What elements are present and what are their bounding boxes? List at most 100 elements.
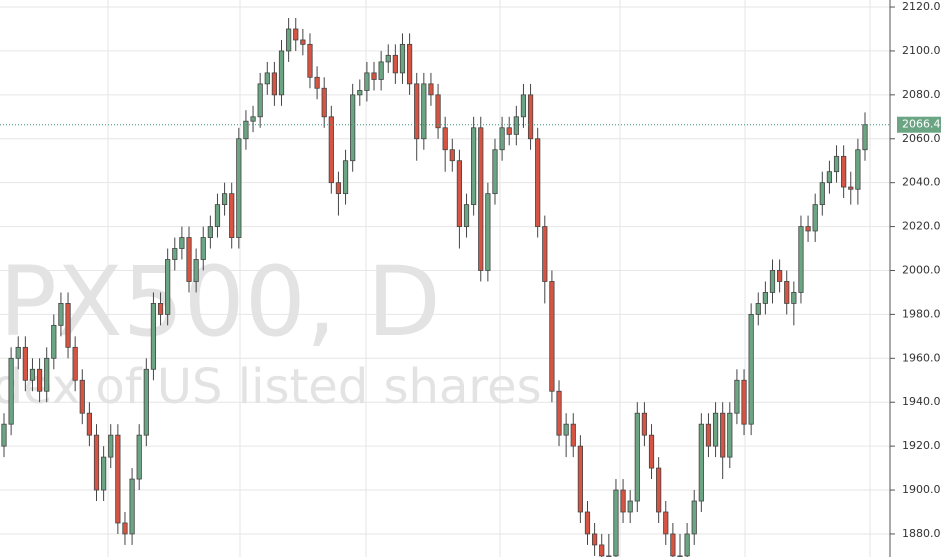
y-tick-label: 2020.0: [902, 220, 941, 233]
candle-body: [748, 313, 754, 425]
candle-body: [150, 303, 157, 370]
candle-body: [371, 72, 377, 80]
candle-body: [826, 171, 833, 184]
candle-body: [93, 434, 100, 491]
candle-body: [399, 43, 406, 74]
candle-body: [684, 533, 690, 557]
candle-body: [641, 412, 648, 436]
y-tick-label: 1960.0: [902, 351, 941, 364]
candle-body: [435, 94, 441, 129]
candle-body: [300, 39, 306, 45]
candle-body: [542, 226, 548, 282]
candle-body: [570, 423, 576, 447]
candle-body: [115, 434, 121, 524]
candle-body: [563, 423, 569, 436]
candle-body: [591, 533, 598, 546]
candle-body: [499, 127, 505, 151]
candle-body: [848, 186, 854, 190]
candle-body: [442, 127, 448, 151]
y-tick-label: 2000.0: [902, 263, 941, 276]
last-price-label: 2066.4: [902, 118, 941, 131]
candle-body: [648, 434, 655, 469]
candle-body: [165, 259, 171, 315]
candle-body: [264, 72, 270, 85]
candle-body: [65, 303, 71, 348]
candle-body: [293, 28, 299, 41]
candle-body: [44, 357, 50, 392]
candle-body: [385, 54, 391, 63]
y-tick-label: 1940.0: [902, 395, 941, 408]
candle-body: [698, 423, 704, 502]
candle-body: [101, 456, 107, 491]
candle-body: [769, 270, 776, 293]
candle-body: [599, 544, 605, 557]
candle-body: [762, 292, 768, 304]
candle-body: [727, 412, 733, 458]
candle-body: [207, 226, 213, 238]
candle-body: [691, 500, 697, 535]
candle-body: [129, 478, 135, 535]
price-axis: [890, 0, 941, 557]
candle-body: [577, 445, 583, 513]
y-tick-label: 1920.0: [902, 439, 941, 452]
candle-body: [777, 270, 783, 282]
candle-body: [328, 116, 334, 184]
candle-body: [478, 127, 484, 271]
candle-body: [392, 54, 398, 74]
candle-body: [72, 346, 78, 381]
candle-body: [463, 204, 470, 227]
candle-body: [271, 72, 278, 96]
candle-body: [342, 160, 349, 195]
candle-body: [79, 379, 85, 414]
candle-body: [314, 76, 320, 89]
candle-body: [791, 292, 797, 304]
y-tick-label: 2080.0: [902, 88, 941, 101]
candle-body: [179, 237, 185, 249]
watermark-description: Index of US listed shares: [0, 359, 542, 415]
watermark-symbol: SPX500, D: [0, 246, 441, 358]
candle-body: [172, 248, 178, 260]
candle-body: [193, 259, 199, 282]
candle-body: [29, 368, 36, 381]
candle-body: [841, 155, 847, 188]
candle-body: [250, 116, 256, 122]
candle-body: [1, 423, 7, 447]
candle-body: [200, 237, 206, 260]
candle-body: [186, 237, 192, 282]
candle-body: [535, 138, 541, 227]
candle-body: [584, 511, 591, 535]
candle-body: [357, 90, 363, 96]
candle-body: [378, 61, 384, 80]
candle-body: [364, 72, 370, 91]
candle-body: [734, 379, 740, 414]
candle-body: [784, 281, 790, 304]
candle-body: [257, 83, 263, 118]
candle-body: [86, 412, 92, 436]
candle-body: [506, 127, 512, 135]
candle-body: [663, 511, 669, 535]
candle-body: [520, 94, 527, 118]
candle-body: [286, 28, 292, 52]
candle-body: [812, 204, 818, 232]
candle-body: [236, 138, 242, 238]
y-tick-label: 1900.0: [902, 483, 941, 496]
candle-body: [51, 324, 57, 359]
candle-body: [307, 43, 313, 78]
candle-body: [862, 124, 868, 151]
candle-body: [805, 226, 811, 232]
candle-body: [485, 193, 491, 271]
candle-body: [214, 204, 221, 227]
candle-body: [471, 127, 477, 206]
y-tick-label: 2040.0: [902, 176, 941, 189]
candle-body: [549, 281, 555, 392]
candle-body: [613, 489, 619, 557]
candle-body: [634, 412, 640, 502]
candle-body: [527, 94, 534, 140]
candle-body: [58, 303, 64, 326]
candle-body: [720, 412, 726, 458]
candle-body: [627, 500, 633, 513]
candle-body: [492, 149, 498, 195]
candle-body: [157, 303, 164, 315]
